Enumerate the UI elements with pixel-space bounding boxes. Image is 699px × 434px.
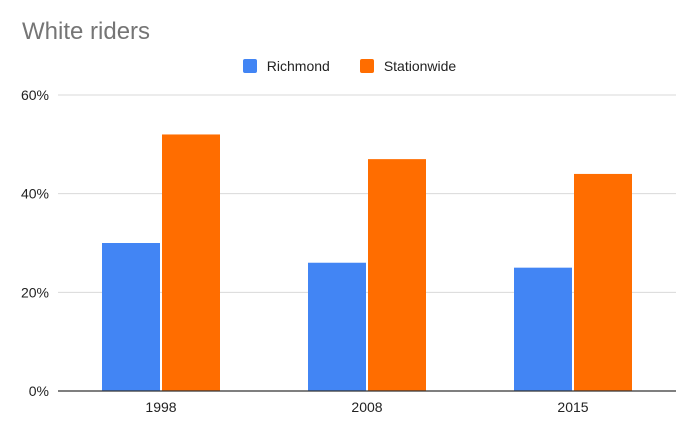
bar-stationwide-2008	[368, 159, 426, 391]
bar-richmond-2008	[308, 262, 366, 391]
bar-stationwide-1998	[162, 134, 220, 391]
legend: Richmond Stationwide	[0, 58, 699, 74]
y-tick-label: 20%	[21, 284, 49, 300]
x-tick-label-1998: 1998	[145, 399, 176, 415]
y-tick-label: 40%	[21, 186, 49, 202]
legend-label-stationwide: Stationwide	[383, 58, 457, 74]
chart-title: White riders	[22, 18, 151, 45]
legend-swatch-stationwide	[359, 59, 374, 73]
bar-richmond-2015	[514, 267, 572, 391]
bar-stationwide-2015	[574, 173, 632, 391]
legend-swatch-richmond	[242, 59, 257, 73]
bar-richmond-1998	[102, 243, 160, 391]
y-tick-label: 0%	[29, 383, 49, 399]
x-tick-label-2015: 2015	[557, 399, 588, 415]
legend-label-richmond: Richmond	[266, 58, 330, 74]
y-tick-label: 60%	[21, 87, 49, 103]
legend-item-stationwide: Stationwide	[359, 58, 457, 74]
x-tick-label-2008: 2008	[351, 399, 382, 415]
legend-item-richmond: Richmond	[242, 58, 330, 74]
